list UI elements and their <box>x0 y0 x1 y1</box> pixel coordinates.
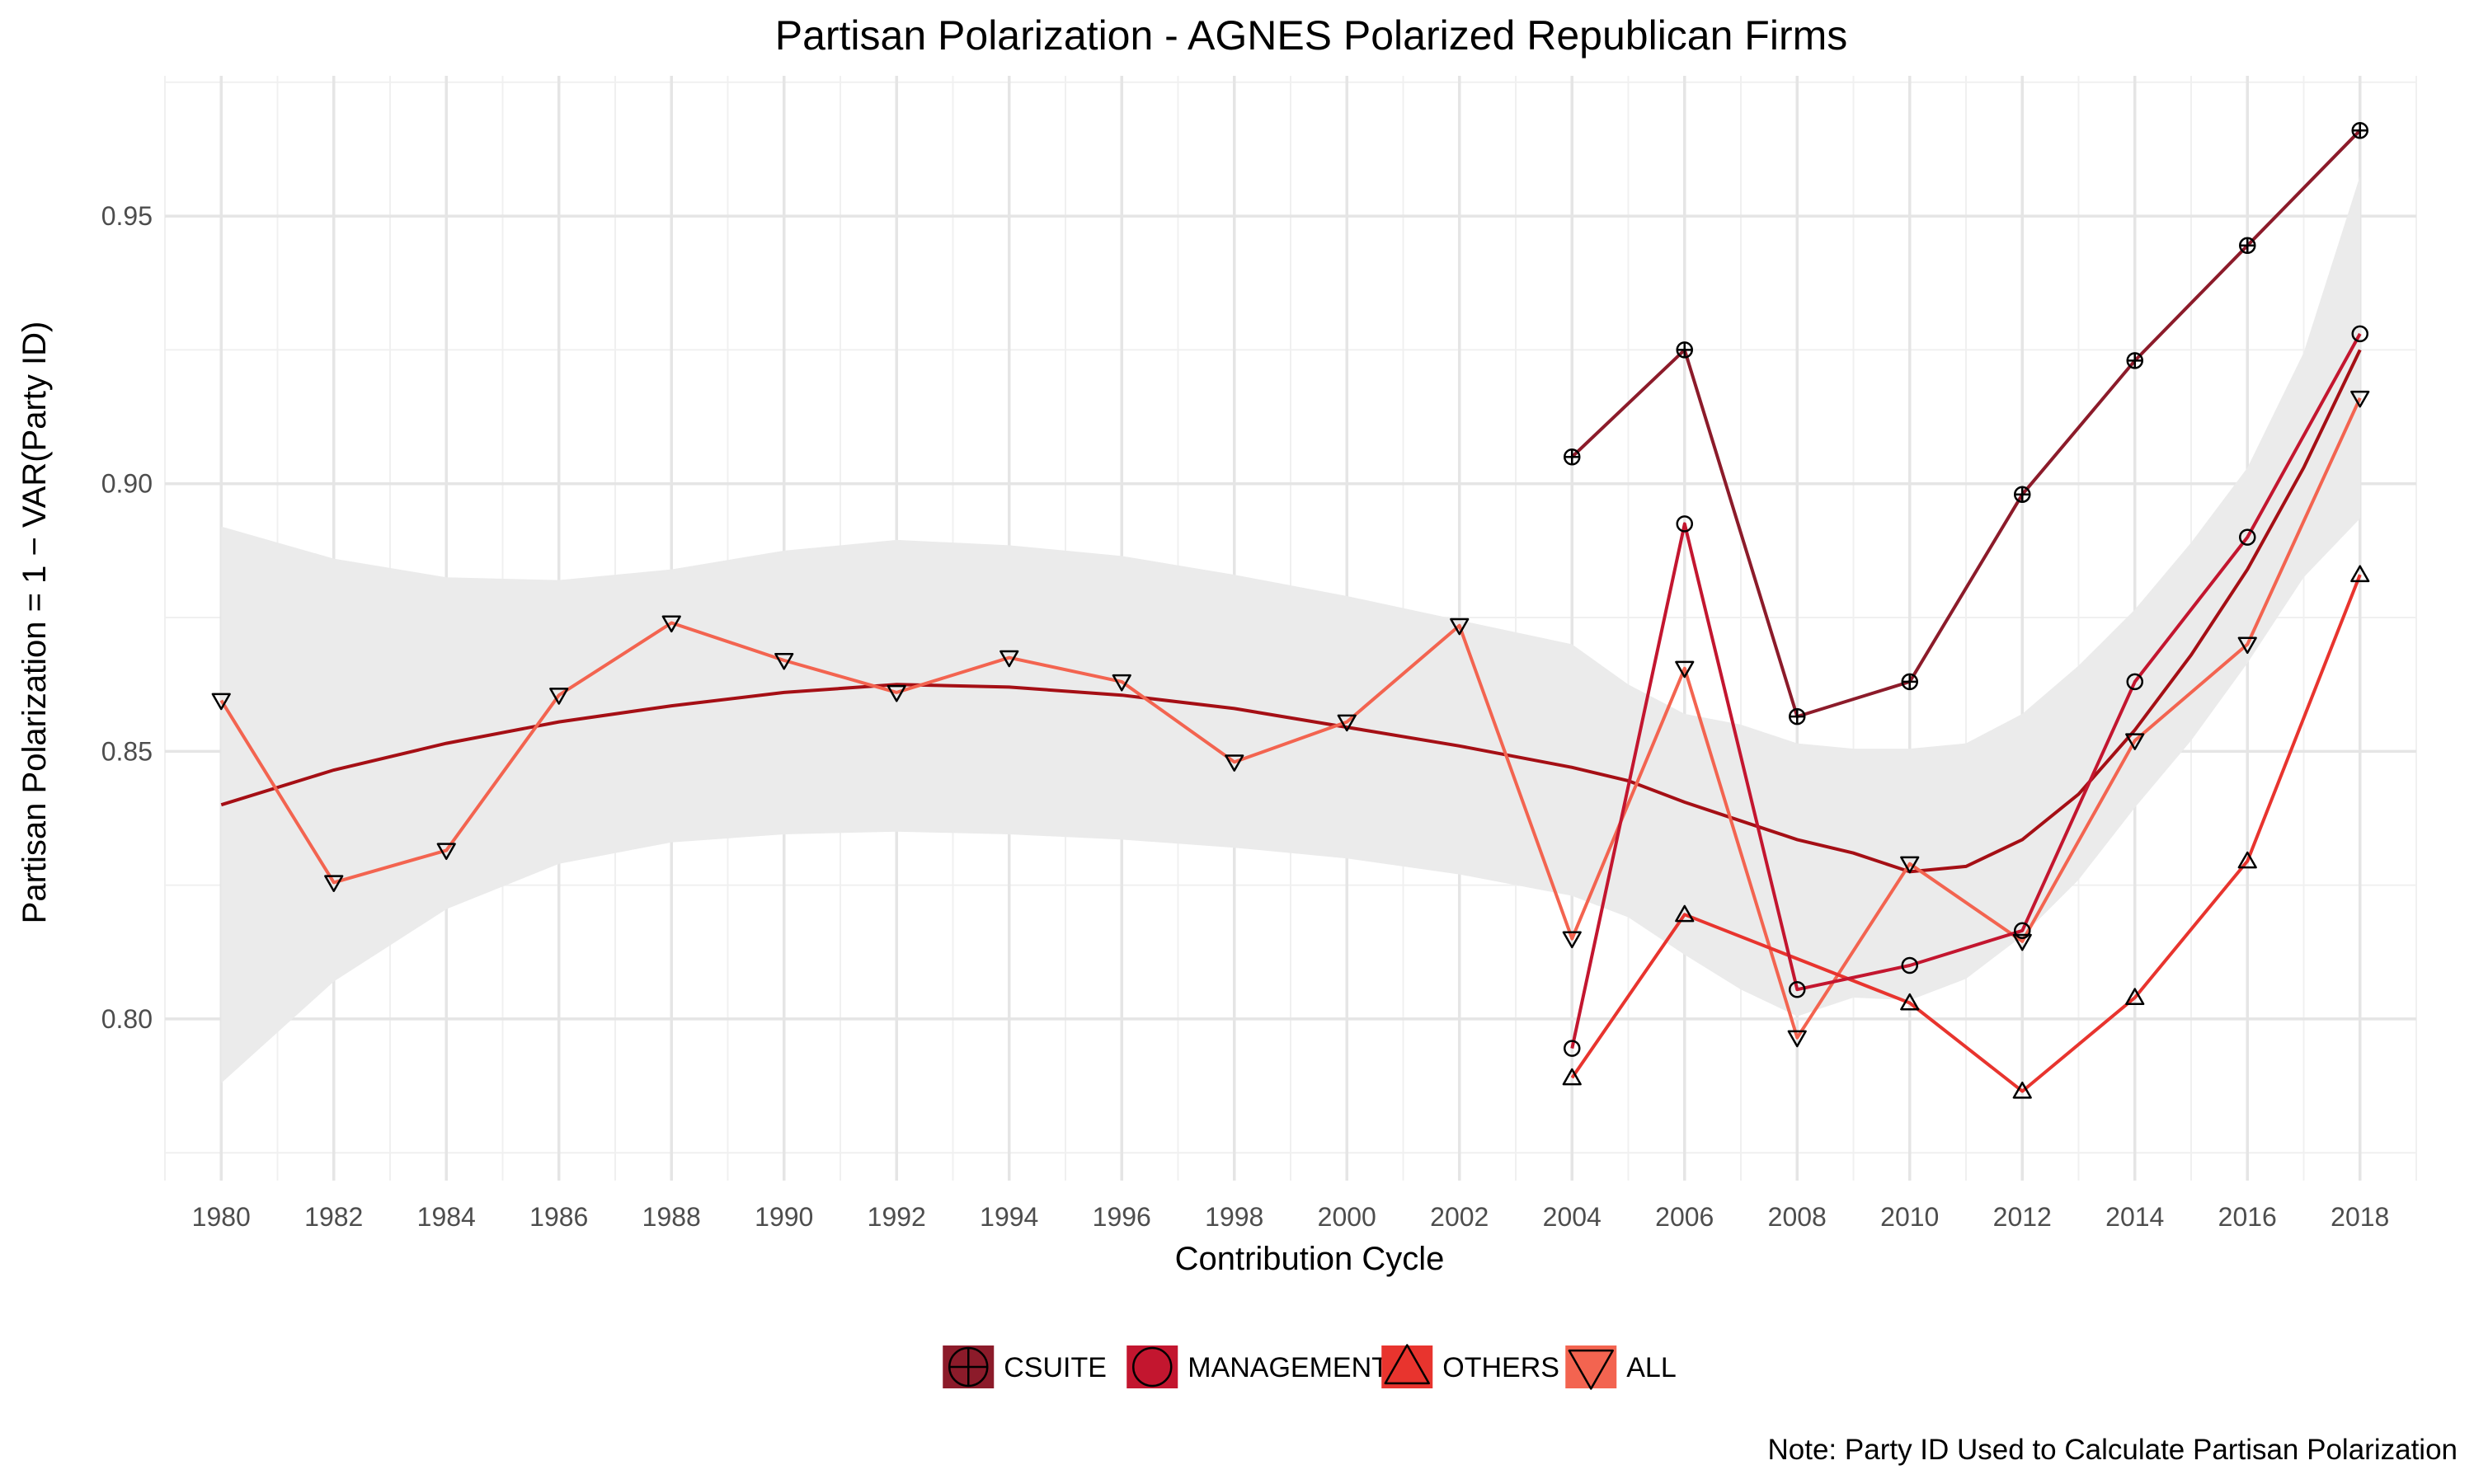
data-point-management <box>1901 956 1918 974</box>
data-point-management <box>2126 673 2143 691</box>
x-tick-labels: 1980 1982 1984 1986 1988 1990 1992 1994 1996 1998… <box>192 1202 2390 1232</box>
data-point-others <box>1562 1068 1582 1086</box>
data-point-others <box>2237 851 2257 869</box>
confidence-band <box>221 176 2360 1083</box>
legend-item-csuite: CSUITE <box>943 1345 1107 1388</box>
data-point-all <box>887 684 906 702</box>
legend-marker <box>1568 1349 1614 1390</box>
caption: Note: Party ID Used to Calculate Partisa… <box>1768 1434 2458 1466</box>
legend-marker <box>1132 1346 1173 1388</box>
data-point-all <box>1562 931 1582 949</box>
series-line-others <box>1570 574 2362 1093</box>
y-tick-label: 0.95 <box>101 201 153 231</box>
data-point-management <box>1789 980 1806 998</box>
x-tick-label: 2004 <box>1543 1202 1602 1232</box>
data-point-management <box>2239 528 2256 546</box>
legend: CSUITE MANAGEMENT OTHERS ALL <box>943 1344 1677 1390</box>
x-tick-label: 1996 <box>1093 1202 1151 1232</box>
data-point-all <box>1675 660 1695 679</box>
y-tick-label: 0.90 <box>101 469 153 499</box>
x-tick-label: 1982 <box>304 1202 363 1232</box>
series-layer <box>211 121 2370 1099</box>
x-axis-title: Contribution Cycle <box>1175 1241 1445 1277</box>
legend-marker <box>1384 1344 1430 1385</box>
y-tick-labels: 0.80 0.85 0.90 0.95 <box>101 201 153 1034</box>
x-tick-label: 2002 <box>1430 1202 1489 1232</box>
data-point-csuite <box>1676 341 1693 359</box>
x-tick-label: 1988 <box>642 1202 701 1232</box>
x-tick-label: 1990 <box>755 1202 813 1232</box>
data-point-all <box>549 688 569 705</box>
data-point-others <box>2012 1081 2032 1099</box>
data-point-others <box>2350 565 2370 583</box>
data-point-management <box>1676 515 1693 533</box>
data-point-all <box>1450 618 1470 636</box>
data-point-all <box>211 693 231 711</box>
legend-label: CSUITE <box>1004 1352 1107 1383</box>
x-tick-label: 1994 <box>980 1202 1038 1232</box>
legend-item-management: MANAGEMENT <box>1126 1345 1389 1388</box>
x-tick-label: 2010 <box>1880 1202 1939 1232</box>
data-point-csuite <box>1789 707 1806 726</box>
x-tick-label: 2018 <box>2331 1202 2389 1232</box>
x-tick-label: 1998 <box>1205 1202 1263 1232</box>
chart-title: Partisan Polarization - AGNES Polarized … <box>775 12 1848 59</box>
x-tick-label: 2006 <box>1655 1202 1714 1232</box>
data-point-csuite <box>2351 121 2368 139</box>
x-tick-label: 2016 <box>2218 1202 2277 1232</box>
data-point-all <box>2237 636 2257 655</box>
y-axis-title: Partisan Polarization = 1 − VAR(Party ID… <box>16 322 53 924</box>
data-point-csuite <box>2239 237 2256 255</box>
data-point-all <box>1900 856 1920 874</box>
data-point-all <box>2012 933 2032 951</box>
plot-area <box>164 76 2417 1181</box>
data-point-all <box>774 652 794 670</box>
series-line-all <box>219 397 2362 1040</box>
data-point-csuite <box>1564 448 1581 466</box>
data-point-all <box>661 615 681 633</box>
data-point-others <box>2125 988 2145 1005</box>
series-line-csuite <box>1570 129 2362 719</box>
x-tick-label: 1984 <box>417 1202 476 1232</box>
data-point-all <box>2125 733 2145 750</box>
x-tick-label: 1986 <box>529 1202 588 1232</box>
data-point-csuite <box>2014 486 2031 503</box>
data-point-all <box>1225 754 1244 772</box>
data-point-management <box>2014 922 2031 940</box>
y-tick-label: 0.85 <box>101 736 153 766</box>
data-point-others <box>1900 993 1920 1011</box>
data-point-all <box>436 843 456 861</box>
legend-label: MANAGEMENT <box>1188 1352 1389 1383</box>
legend-marker <box>948 1346 989 1388</box>
data-point-csuite <box>2126 352 2143 369</box>
data-point-all <box>324 875 344 892</box>
data-point-management <box>1564 1040 1581 1057</box>
legend-label: ALL <box>1626 1352 1677 1383</box>
legend-item-others: OTHERS <box>1381 1344 1559 1388</box>
data-point-csuite <box>1901 673 1918 691</box>
x-tick-label: 2000 <box>1318 1202 1376 1232</box>
data-point-others <box>1675 904 1695 923</box>
x-tick-label: 2012 <box>1993 1202 2052 1232</box>
legend-label: OTHERS <box>1442 1352 1559 1383</box>
data-point-all <box>1787 1030 1807 1048</box>
x-tick-label: 2008 <box>1768 1202 1827 1232</box>
legend-item-all: ALL <box>1565 1345 1677 1390</box>
data-point-all <box>1337 714 1357 732</box>
y-tick-label: 0.80 <box>101 1004 153 1034</box>
series-line-management <box>1570 332 2362 1050</box>
data-point-all <box>1112 674 1131 692</box>
x-tick-label: 1980 <box>192 1202 251 1232</box>
x-tick-label: 1992 <box>868 1202 926 1232</box>
data-point-all <box>999 650 1019 668</box>
data-point-all <box>2350 390 2370 408</box>
data-point-management <box>2351 325 2368 343</box>
x-tick-label: 2014 <box>2105 1202 2164 1232</box>
